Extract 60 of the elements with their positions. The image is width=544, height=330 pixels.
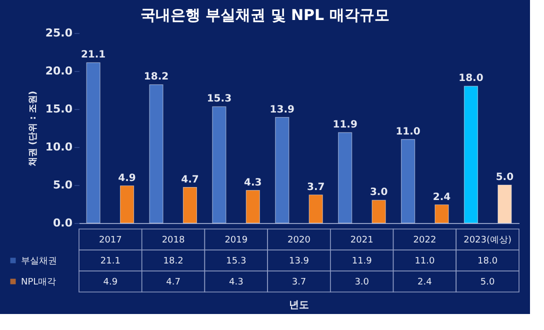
text: 21.1: [80, 50, 106, 61]
x-tick-label: 2022: [413, 236, 436, 246]
data-label: 18.0: [478, 256, 498, 266]
x-tick-label: 2018: [162, 236, 186, 246]
bar: [372, 200, 386, 224]
bar: [120, 185, 134, 224]
chart-title: 국내은행 부실채권 및 NPL 매각규모: [140, 6, 390, 24]
y-tick-label: 20.0: [45, 64, 73, 78]
data-label: 4.7: [166, 278, 180, 288]
data-label: 3.0: [354, 278, 370, 288]
text: 2.4: [432, 192, 451, 203]
y-tick-label: 0.0: [53, 216, 73, 230]
x-tick-label: 2021: [350, 236, 374, 246]
text: 5.0: [496, 172, 514, 183]
y-tick-label: 25.0: [45, 26, 73, 40]
text: 4.9: [118, 172, 136, 184]
data-label: 4.9: [103, 278, 118, 288]
data-label: 4.3: [228, 278, 244, 288]
y-tick-label: 10.0: [45, 140, 73, 154]
x-tick-label: 2020: [288, 236, 311, 246]
text: 3.7: [307, 182, 325, 193]
bar: [400, 139, 416, 224]
x-tick-label: 2023(예상): [464, 236, 512, 246]
bar: [434, 204, 449, 224]
text: 11.0: [396, 126, 420, 138]
y-axis-title: 채권 (단위 : 조원): [28, 90, 38, 168]
y-tick-label: 5.0: [53, 178, 73, 192]
text: 11.9: [332, 120, 358, 131]
bar: [308, 194, 323, 224]
bar: [182, 186, 198, 224]
data-label: 18.2: [163, 256, 184, 266]
bar: [212, 106, 226, 224]
data-label: 2.4: [418, 278, 432, 288]
data-label: 3.7: [292, 278, 306, 288]
text: 년도: [289, 300, 309, 311]
bar: [464, 86, 478, 224]
legend-label: NPL매각: [21, 278, 56, 288]
data-label: 15.3: [226, 256, 246, 266]
text: 18.0: [458, 73, 484, 84]
bar: [275, 117, 290, 224]
bar: [246, 190, 260, 224]
data-label: 21.1: [100, 256, 120, 266]
bar: [338, 132, 352, 224]
x-tick-label: 2019: [224, 236, 248, 246]
text: 15.3: [206, 94, 232, 105]
text: 18.2: [144, 72, 169, 83]
bar: [498, 184, 512, 224]
legend-label: 부실채권: [21, 256, 57, 266]
bar: [149, 84, 164, 224]
data-label: 11.9: [352, 256, 372, 266]
data-label: 11.0: [414, 256, 436, 266]
data-label: 5.0: [480, 278, 495, 288]
text: 4.7: [181, 174, 199, 186]
text: 3.0: [370, 187, 388, 198]
bar: [86, 62, 100, 224]
y-tick-label: 15.0: [45, 102, 73, 116]
text: 4.3: [244, 177, 262, 188]
text: 13.9: [270, 104, 294, 116]
x-tick-label: 2017: [98, 236, 122, 246]
data-label: 13.9: [288, 256, 310, 266]
